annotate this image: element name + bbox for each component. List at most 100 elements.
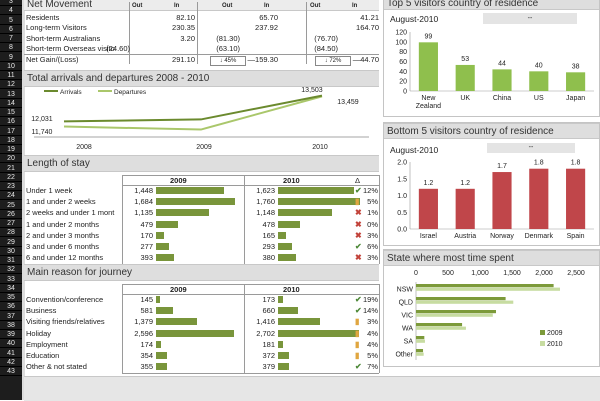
x-category-label: Israel bbox=[420, 233, 438, 240]
x-tick-label: 2,500 bbox=[567, 270, 585, 277]
bar-value-label: 40 bbox=[535, 62, 543, 69]
row-number: 38 bbox=[0, 321, 22, 330]
net-movement-header: Net Movement bbox=[24, 0, 379, 11]
net-row-2009: 65.70 bbox=[259, 13, 278, 22]
arrivals-2010-label: 13,503 bbox=[301, 87, 323, 94]
departures-2010-label: 13,459 bbox=[337, 99, 359, 106]
row-number: 22 bbox=[0, 173, 22, 182]
net-year-2008: 2008 bbox=[140, 0, 153, 2]
top5-dropdown[interactable]: -- bbox=[483, 13, 577, 24]
value-2009: 170 bbox=[140, 230, 153, 240]
row-number: 7 bbox=[0, 34, 22, 43]
bar-2009 bbox=[156, 243, 169, 250]
table-row-label: Employment bbox=[26, 339, 68, 349]
table-top-line bbox=[122, 175, 379, 176]
bar-2010 bbox=[278, 243, 292, 250]
delta-pct: 6% bbox=[367, 242, 378, 251]
row-number: 29 bbox=[0, 238, 22, 247]
delta-pct: 14% bbox=[362, 306, 378, 316]
value-2010: 173 bbox=[262, 295, 275, 304]
bar-2010 bbox=[278, 254, 296, 262]
check-icon: ✔ bbox=[355, 362, 362, 372]
state-label: SA bbox=[404, 339, 414, 346]
bar-2010 bbox=[278, 209, 332, 217]
row-number: 33 bbox=[0, 275, 22, 284]
check-icon: ✔ bbox=[355, 242, 362, 251]
row-number: 31 bbox=[0, 256, 22, 265]
value-2009: 581 bbox=[140, 306, 153, 316]
state-bar bbox=[416, 349, 424, 353]
arrivals-header: Total arrivals and departures 2008 - 201… bbox=[24, 70, 379, 87]
row-number: 32 bbox=[0, 265, 22, 275]
bar-2010 bbox=[278, 329, 360, 337]
legend-arrivals-label: Arrivals bbox=[60, 89, 82, 96]
flag-bar-icon: ▮ bbox=[355, 351, 360, 360]
net-gain-2009: —159.30 bbox=[247, 55, 278, 64]
net-row-2010: 164.70 bbox=[356, 23, 379, 33]
table-mid-line bbox=[244, 284, 245, 374]
net-row-2008: (24.60) bbox=[106, 43, 130, 53]
table-mid-line bbox=[244, 175, 245, 265]
row-number: 40 bbox=[0, 339, 22, 349]
bar-2009 bbox=[156, 187, 224, 194]
bar-value-label: 1.7 bbox=[497, 163, 507, 170]
net-row-2009: 237.92 bbox=[255, 23, 278, 33]
bar bbox=[566, 168, 586, 229]
row-number: 28 bbox=[0, 228, 22, 238]
bar-value-label: 1.8 bbox=[571, 160, 581, 167]
bar bbox=[566, 72, 586, 91]
bar-value-label: 44 bbox=[498, 60, 506, 67]
bar-value-label: 1.2 bbox=[424, 180, 434, 187]
y-tick-label: 1.0 bbox=[397, 193, 407, 200]
net-gain-2010: —44.70 bbox=[352, 55, 379, 64]
value-2009: 145 bbox=[140, 295, 153, 304]
bar-2010 bbox=[278, 352, 290, 359]
value-2009: 354 bbox=[140, 351, 153, 360]
bar-2010 bbox=[278, 340, 284, 348]
row-number: 25 bbox=[0, 201, 22, 210]
row-number: 39 bbox=[0, 330, 22, 339]
state-bar bbox=[416, 326, 466, 330]
check-icon: ✔ bbox=[355, 295, 362, 304]
bar-2009 bbox=[156, 318, 198, 326]
bottom5-chart: 0.0 0.5 1.0 1.5 2.0 1.2 Israel 1.2 Austria 1.7 Nor… bbox=[397, 160, 594, 240]
delta-pct: 4% bbox=[367, 328, 378, 338]
state-label: Other bbox=[395, 352, 413, 359]
y-tick-label: 40 bbox=[399, 69, 407, 76]
row-number: 26 bbox=[0, 210, 22, 219]
flag-bar-icon: ▮ bbox=[355, 197, 360, 207]
bar-2009 bbox=[156, 220, 179, 228]
bar bbox=[529, 71, 549, 91]
row-number: 9 bbox=[0, 53, 22, 62]
col-out-label: Out bbox=[132, 3, 143, 9]
net-row-2008: 82.10 bbox=[176, 13, 195, 22]
x-category-label: New bbox=[421, 95, 436, 102]
bottom5-dropdown[interactable]: -- bbox=[487, 143, 575, 153]
row-number: 4 bbox=[0, 6, 22, 16]
row-number: 15 bbox=[0, 108, 22, 117]
net-row-label: Long-term Visitors bbox=[26, 23, 87, 33]
bar-2009 bbox=[156, 254, 175, 262]
legend-swatch bbox=[540, 330, 545, 335]
net-row-2010: (84.50) bbox=[314, 43, 338, 53]
x-category-label: US bbox=[534, 95, 544, 102]
state-header: State where most time spent bbox=[384, 250, 599, 266]
row-number: 6 bbox=[0, 25, 22, 34]
state-panel bbox=[383, 249, 600, 367]
x-category-label: China bbox=[493, 95, 511, 102]
x-category-label: Japan bbox=[566, 95, 585, 102]
legend-departures-label: Departures bbox=[114, 89, 147, 96]
col-2010-header: 2010 bbox=[283, 285, 300, 294]
value-2009: 1,684 bbox=[134, 197, 153, 207]
bar-2009 bbox=[156, 352, 167, 359]
state-label: WA bbox=[402, 326, 413, 333]
table-row-label: 2 and under 3 months bbox=[26, 230, 99, 240]
value-2010: 1,148 bbox=[256, 208, 275, 218]
value-2009: 174 bbox=[140, 339, 153, 349]
y-tick-label: 60 bbox=[399, 59, 407, 66]
col-2010-header: 2010 bbox=[283, 176, 300, 185]
legend-swatch bbox=[540, 341, 545, 346]
state-bar bbox=[416, 310, 496, 314]
net-row-2008: 3.20 bbox=[180, 33, 195, 43]
row-number: 5 bbox=[0, 16, 22, 25]
